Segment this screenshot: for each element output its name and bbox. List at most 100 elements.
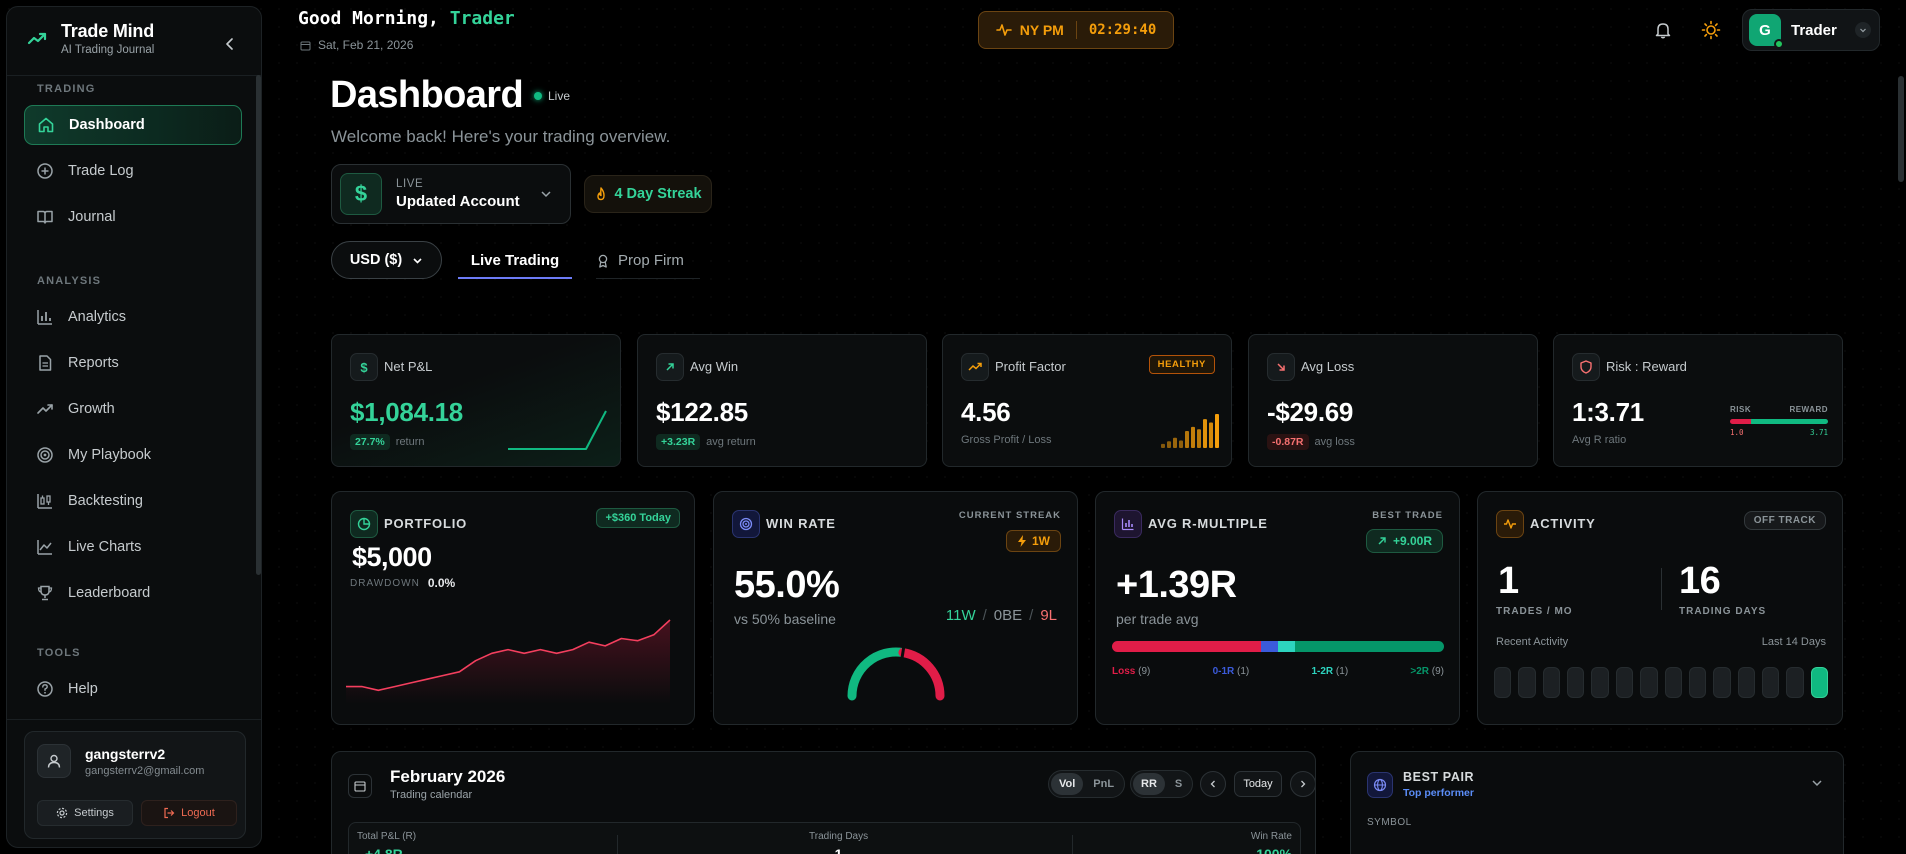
stat-sub-label: avg return <box>706 436 756 448</box>
sidebar-item-analytics[interactable]: Analytics <box>24 297 242 337</box>
activity-cell <box>1542 667 1561 698</box>
trending-up-icon <box>37 404 53 414</box>
toggle-vol[interactable]: Vol <box>1051 773 1084 795</box>
user-name: gangsterrv2 <box>85 746 166 762</box>
page-scrollbar[interactable] <box>1898 76 1904 182</box>
session-name: NY PM <box>1019 22 1064 38</box>
stat-sub: +3.23R avg return <box>656 434 756 450</box>
brand-subtitle: AI Trading Journal <box>61 44 155 56</box>
prev-month-button[interactable] <box>1200 771 1226 797</box>
drawdown-label: DRAWDOWN <box>350 577 420 589</box>
stat-sub: Gross Profit / Loss <box>961 434 1051 446</box>
profit-factor-bar <box>1179 440 1183 448</box>
sidebar-item-dashboard[interactable]: Dashboard <box>24 105 242 145</box>
sidebar-item-label: Growth <box>68 401 115 417</box>
win-rate-card[interactable]: WIN RATE CURRENT STREAK 1W 55.0% vs 50% … <box>713 491 1078 725</box>
net-pnl-sparkline <box>508 410 607 450</box>
r-legend-count: (1) <box>1333 666 1349 677</box>
next-month-button[interactable] <box>1290 771 1315 797</box>
sidebar-scrollbar[interactable] <box>256 75 261 575</box>
brand[interactable]: Trade Mind AI Trading Journal <box>25 21 154 56</box>
tab-prop-firm[interactable]: Prop Firm <box>596 243 700 279</box>
sidebar-item-my-playbook[interactable]: My Playbook <box>24 435 242 475</box>
activity-card[interactable]: ACTIVITY OFF TRACK 1 TRADES / MO 16 TRAD… <box>1477 491 1843 725</box>
stat-card-profit-factor[interactable]: Profit Factor HEALTHY 4.56 Gross Profit … <box>942 334 1232 467</box>
stat-card-avg-win[interactable]: Avg Win $122.85 +3.23R avg return <box>637 334 927 467</box>
sidebar-item-trade-log[interactable]: Trade Log <box>24 151 242 191</box>
r-legend-count: (9) <box>1429 666 1444 677</box>
tab-live-trading[interactable]: Live Trading <box>458 243 572 279</box>
recent-activity-label: Recent Activity <box>1496 636 1569 648</box>
toggle-s[interactable]: S <box>1174 778 1183 790</box>
stat-label: Avg Loss <box>1301 359 1355 374</box>
calendar-icon <box>300 41 311 50</box>
r-segment-1 <box>1112 641 1262 652</box>
theme-toggle-button[interactable] <box>1701 20 1721 40</box>
sidebar-item-label: Leaderboard <box>68 585 151 601</box>
settings-button[interactable]: Settings <box>37 800 133 826</box>
target-icon <box>37 447 53 463</box>
avatar[interactable] <box>37 744 71 778</box>
metric-label: Trading Days <box>809 831 869 842</box>
tab-label: Prop Firm <box>618 252 684 269</box>
calendar-sub: Trading calendar <box>390 789 473 801</box>
best-pair-card[interactable]: BEST PAIR Top performer SYMBOL <box>1350 751 1844 854</box>
gauge-split <box>900 646 906 659</box>
chevron-down-icon[interactable] <box>1811 777 1823 789</box>
win-rate-value: 55.0% <box>734 564 840 606</box>
sidebar-item-leaderboard[interactable]: Leaderboard <box>24 573 242 613</box>
activity-cell <box>1786 667 1804 698</box>
collapse-sidebar-button[interactable] <box>221 35 239 53</box>
current-streak-value: 1W <box>1032 534 1050 548</box>
stat-sub: -0.87R avg loss <box>1267 434 1355 450</box>
drawdown-value: 0.0% <box>427 576 456 590</box>
line-chart-icon <box>37 540 52 555</box>
sidebar-item-label: Journal <box>68 209 116 225</box>
currency-selector[interactable]: USD ($) <box>331 241 442 279</box>
symbol-column-header: SYMBOL <box>1367 817 1412 828</box>
reward-segment <box>1750 419 1828 424</box>
sidebar-item-live-charts[interactable]: Live Charts <box>24 527 242 567</box>
sidebar-item-journal[interactable]: Journal <box>24 197 242 237</box>
account-name: Updated Account <box>396 193 520 210</box>
sidebar-item-reports[interactable]: Reports <box>24 343 242 383</box>
stat-label: Risk : Reward <box>1606 359 1687 374</box>
portfolio-today-badge: +$360 Today <box>596 508 680 528</box>
today-button[interactable]: Today <box>1234 771 1282 797</box>
sidebar-divider <box>7 75 261 76</box>
sidebar-item-label: Reports <box>68 355 119 371</box>
activity-cell <box>1494 667 1512 698</box>
portfolio-value: $5,000 <box>352 542 432 572</box>
trading-days-label: TRADING DAYS <box>1679 606 1767 617</box>
sidebar-item-backtesting[interactable]: Backtesting <box>24 481 242 521</box>
stat-card-avg-loss[interactable]: Avg Loss -$29.69 -0.87R avg loss <box>1248 334 1538 467</box>
bell-icon <box>1655 23 1671 39</box>
portfolio-card[interactable]: PORTFOLIO +$360 Today $5,000 DRAWDOWN 0.… <box>331 491 695 725</box>
user-menu-button[interactable]: G Trader <box>1742 9 1880 51</box>
gear-icon <box>56 807 68 819</box>
session-indicator[interactable]: NY PM 02:29:40 <box>978 11 1174 49</box>
notifications-button[interactable] <box>1653 20 1673 40</box>
portfolio-area <box>346 620 670 704</box>
avg-r-multiple-card[interactable]: AVG R-MULTIPLE BEST TRADE +9.00R +1.39R … <box>1095 491 1460 725</box>
logout-button[interactable]: Logout <box>141 800 237 826</box>
account-type: LIVE <box>396 178 424 190</box>
sidebar-item-growth[interactable]: Growth <box>24 389 242 429</box>
r-multiple-value: +1.39R <box>1116 564 1237 606</box>
toggle-rr[interactable]: RR <box>1133 773 1165 795</box>
stat-sub: 27.7% return <box>350 434 425 450</box>
flame-icon <box>597 187 606 201</box>
online-indicator <box>1774 39 1784 49</box>
sidebar-item-help[interactable]: Help <box>24 669 242 709</box>
stat-sub-label: avg loss <box>1314 436 1355 448</box>
account-selector[interactable]: $ LIVE Updated Account <box>331 164 571 224</box>
arrow-up-right-icon <box>656 353 684 381</box>
profit-factor-bar <box>1185 431 1189 448</box>
risk-label: RISK <box>1730 405 1752 414</box>
stat-sub-label: Gross Profit / Loss <box>961 434 1052 446</box>
stat-card-net-pnl[interactable]: $ Net P&L $1,084.18 27.7% return <box>331 334 621 467</box>
range-label: Last 14 Days <box>1761 636 1826 648</box>
toggle-pnl[interactable]: PnL <box>1093 778 1115 790</box>
globe-icon <box>1367 772 1393 798</box>
stat-card-risk-reward[interactable]: Risk : Reward 1:3.71 Avg R ratio RISK RE… <box>1553 334 1843 467</box>
